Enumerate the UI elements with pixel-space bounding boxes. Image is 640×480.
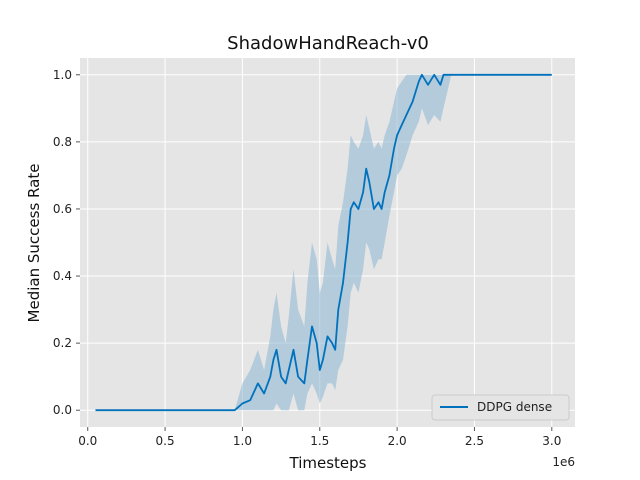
x-tick-label: 2.0 [388,434,407,448]
y-tick-label: 0.6 [53,202,72,216]
series-lines [95,73,552,412]
tick-labels: 0.0 0.5 1.0 1.5 2.0 2.5 3.0 0.0 0.2 0.4 0.6 0.8 1.0 [53,68,561,448]
y-tick-label: 0.2 [53,336,72,350]
legend: DDPG dense [431,394,570,421]
series-line-ddpg-dense [95,73,552,412]
x-tick-label: 3.0 [542,434,561,448]
x-tick-label: 0.5 [156,434,175,448]
series-band-ddpg-dense [95,74,552,411]
y-tick-label: 0.0 [53,403,72,417]
x-tick-label: 1.0 [233,434,252,448]
x-tick-label: 1.5 [310,434,329,448]
x-axis-scale-label: 1e6 [552,455,575,469]
y-tick-label: 1.0 [53,68,72,82]
y-tick-label: 0.8 [53,135,72,149]
legend-label-ddpg-dense: DDPG dense [477,400,552,414]
x-axis-label: Timesteps [289,454,367,472]
x-tick-label: 0.0 [78,434,97,448]
x-tick-label: 2.5 [465,434,484,448]
y-tick-label: 0.4 [53,269,72,283]
chart-title: ShadowHandReach-v0 [227,33,429,54]
confidence-band [95,74,552,411]
y-axis-label: Median Success Rate [25,164,43,323]
legend-box [431,394,570,421]
